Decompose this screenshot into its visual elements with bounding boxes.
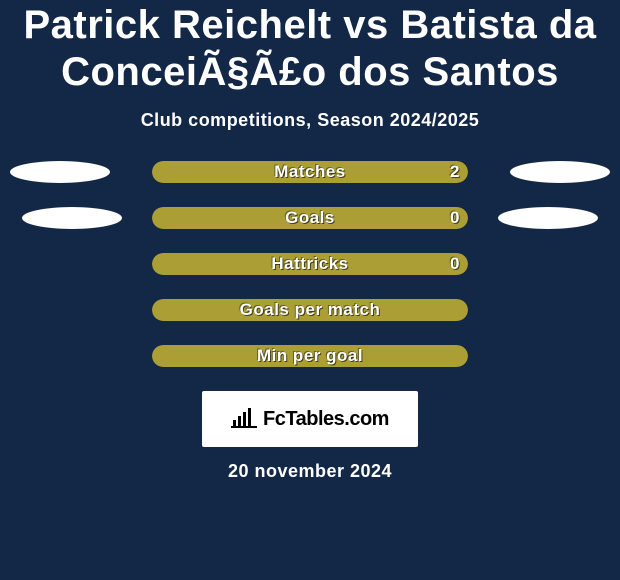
stat-bar: Goals per match (152, 299, 468, 321)
right-ellipse (510, 161, 610, 183)
stat-label: Hattricks (152, 253, 468, 275)
stat-row: Goals per match (0, 299, 620, 321)
right-ellipse (498, 207, 598, 229)
stat-label: Goals (152, 207, 468, 229)
date-text: 20 november 2024 (0, 461, 620, 482)
stat-row: Hattricks0 (0, 253, 620, 275)
stat-bar: Hattricks0 (152, 253, 468, 275)
stat-bar: Min per goal (152, 345, 468, 367)
stat-row: Matches2 (0, 161, 620, 183)
comparison-chart: Matches2Goals0Hattricks0Goals per matchM… (0, 161, 620, 367)
left-ellipse (22, 207, 122, 229)
page-title: Patrick Reichelt vs Batista da ConceiÃ§Ã… (0, 0, 620, 96)
subtitle: Club competitions, Season 2024/2025 (0, 110, 620, 131)
stat-value: 0 (450, 207, 460, 229)
stat-bar: Goals0 (152, 207, 468, 229)
stat-label: Matches (152, 161, 468, 183)
stat-row: Goals0 (0, 207, 620, 229)
stat-row: Min per goal (0, 345, 620, 367)
stat-value: 0 (450, 253, 460, 275)
stat-label: Min per goal (152, 345, 468, 367)
stat-value: 2 (450, 161, 460, 183)
bar-chart-icon (231, 406, 257, 433)
comparison-infographic: Patrick Reichelt vs Batista da ConceiÃ§Ã… (0, 0, 620, 580)
left-ellipse (10, 161, 110, 183)
fctables-logo: FcTables.com (202, 391, 418, 447)
stat-label: Goals per match (152, 299, 468, 321)
stat-bar: Matches2 (152, 161, 468, 183)
logo-text: FcTables.com (263, 408, 389, 431)
